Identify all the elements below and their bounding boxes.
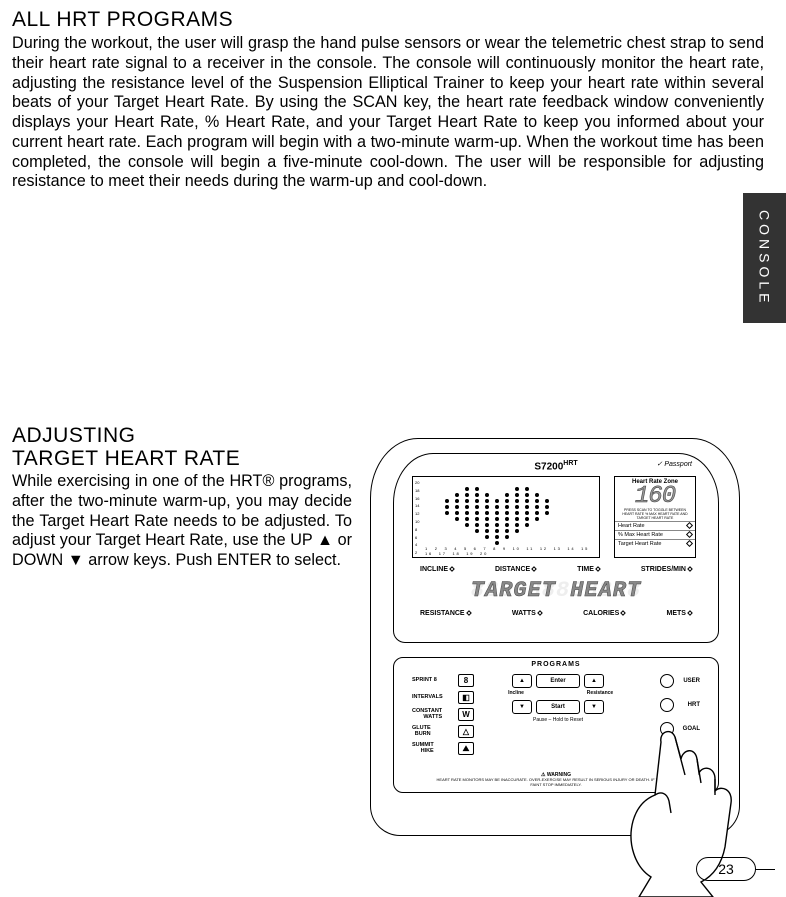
- mode-key[interactable]: USER: [660, 674, 700, 688]
- heart-rate-zone-panel: Heart Rate Zone 160 PRESS SCAN TO TOGGLE…: [614, 476, 696, 558]
- program-keys-left: SPRINT 88 INTERVALS◧ CONSTANT WATTSW GLUTE …: [412, 674, 474, 759]
- console-illustration: S7200HRT ✓ Passport 2018161412108642 1 2…: [370, 438, 750, 836]
- heart-dot-matrix: [433, 486, 593, 552]
- display-labels-bottom: RESISTANCEWATTSCALORIESMETS: [416, 610, 696, 617]
- console-screen: S7200HRT ✓ Passport 2018161412108642 1 2…: [393, 453, 719, 643]
- section2-title-line1: ADJUSTING: [12, 424, 352, 447]
- program-key[interactable]: SPRINT 88: [412, 674, 474, 687]
- chart-y-axis: 2018161412108642: [415, 479, 419, 557]
- resistance-label: Resistance: [584, 691, 616, 697]
- side-tab-label: CONSOLE: [757, 210, 773, 306]
- lcd-display: TARGET HEART: [416, 578, 696, 606]
- program-key[interactable]: SUMMIT HIKE⛰: [412, 742, 474, 755]
- hr-disclaimer: PRESS SCAN TO TOGGLE BETWEEN HEART RATE …: [615, 509, 695, 521]
- passport-label: ✓ Passport: [657, 460, 692, 468]
- program-key[interactable]: GLUTE BURN△: [412, 725, 474, 738]
- program-key[interactable]: INTERVALS◧: [412, 691, 474, 704]
- programs-label: PROGRAMS: [394, 661, 718, 668]
- program-key[interactable]: CONSTANT WATTSW: [412, 708, 474, 721]
- incline-label: Incline: [500, 691, 532, 697]
- pause-label: Pause – Hold to Reset: [498, 717, 618, 723]
- section2-paragraph: While exercising in one of the HRT® prog…: [12, 472, 352, 571]
- section-paragraph: During the workout, the user will grasp …: [12, 34, 764, 192]
- side-tab: CONSOLE: [743, 193, 786, 323]
- start-button[interactable]: Start: [536, 700, 580, 714]
- workout-profile-chart: 2018161412108642 1 2 3 4 5 6 7 8 9 10 11…: [412, 476, 600, 558]
- incline-up-button[interactable]: ▲: [512, 674, 532, 688]
- resistance-up-button[interactable]: ▲: [584, 674, 604, 688]
- display-labels-top: INCLINEDISTANCETIMESTRIDES/MIN: [416, 566, 696, 573]
- resistance-down-button[interactable]: ▼: [584, 700, 604, 714]
- model-label: S7200HRT: [534, 460, 577, 472]
- section-title: ALL HRT PROGRAMS: [12, 8, 764, 32]
- hr-value: 160: [615, 485, 695, 509]
- center-keys: ▲ Enter ▲ Incline Resistance ▼ Start ▼: [498, 674, 618, 723]
- enter-button[interactable]: Enter: [536, 674, 580, 688]
- section2-title-line2: TARGET HEART RATE: [12, 447, 352, 470]
- chart-x-axis: 1 2 3 4 5 6 7 8 9 10 11 12 13 14 15 16 1…: [425, 546, 599, 556]
- mode-key[interactable]: HRT: [660, 698, 700, 712]
- page-number: 23: [696, 857, 756, 881]
- incline-down-button[interactable]: ▼: [512, 700, 532, 714]
